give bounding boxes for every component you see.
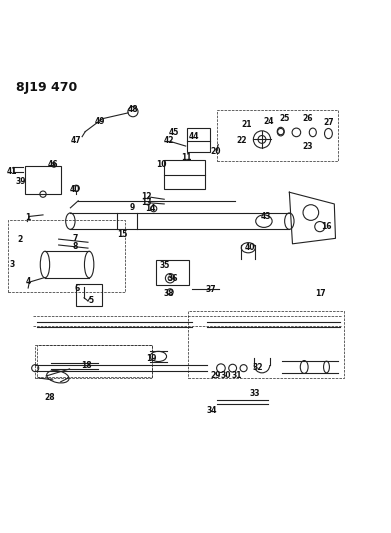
Text: 8: 8 [72, 241, 78, 251]
Text: 9: 9 [129, 204, 135, 212]
Bar [164, 160, 205, 189]
Bar [76, 284, 102, 305]
Text: 36: 36 [168, 274, 178, 282]
Text: 23: 23 [303, 142, 313, 150]
Text: 13: 13 [142, 198, 152, 207]
Text: 18: 18 [81, 360, 92, 369]
Text: 48: 48 [127, 105, 138, 114]
Text: 14: 14 [145, 204, 156, 213]
Text: 24: 24 [264, 117, 274, 126]
Bar [37, 345, 152, 377]
Text: 34: 34 [207, 406, 217, 415]
Text: 46: 46 [48, 159, 58, 168]
Bar [217, 110, 338, 161]
Text: 40: 40 [244, 243, 255, 252]
Text: 35: 35 [160, 261, 170, 270]
Bar [156, 260, 189, 285]
Text: 40: 40 [70, 184, 80, 193]
Text: 30: 30 [221, 370, 231, 379]
Text: 32: 32 [252, 363, 262, 372]
Text: 31: 31 [231, 370, 242, 379]
Text: 45: 45 [169, 128, 179, 138]
Text: 19: 19 [147, 354, 157, 363]
Text: 15: 15 [117, 230, 127, 239]
Text: 33: 33 [250, 389, 260, 398]
Text: 6: 6 [75, 284, 80, 293]
Text: 21: 21 [242, 120, 252, 130]
Text: 7: 7 [72, 234, 78, 243]
Text: 37: 37 [205, 285, 216, 294]
Text: 8J19 470: 8J19 470 [16, 81, 77, 94]
Text: 47: 47 [71, 136, 82, 145]
Bar [8, 220, 125, 292]
Text: 49: 49 [95, 117, 105, 126]
Text: 28: 28 [45, 393, 56, 402]
Text: 22: 22 [237, 136, 247, 145]
Text: 29: 29 [211, 370, 221, 379]
Bar [188, 311, 344, 378]
Bar [25, 166, 61, 194]
Text: 25: 25 [280, 114, 290, 123]
Text: 4: 4 [25, 277, 31, 286]
Text: 27: 27 [323, 118, 334, 127]
Bar [187, 128, 210, 152]
Text: 44: 44 [188, 132, 199, 141]
Text: 16: 16 [321, 222, 332, 231]
Text: 11: 11 [182, 154, 192, 163]
Text: 17: 17 [315, 288, 326, 297]
Text: 1: 1 [25, 213, 31, 222]
Text: 39: 39 [15, 177, 25, 186]
Text: 3: 3 [10, 260, 15, 269]
Text: 38: 38 [163, 288, 174, 297]
Text: 43: 43 [261, 212, 271, 221]
Text: 2: 2 [18, 236, 23, 245]
Text: 10: 10 [156, 160, 166, 169]
Text: 26: 26 [303, 114, 313, 123]
Text: 5: 5 [88, 296, 93, 305]
Text: 42: 42 [164, 136, 174, 145]
Text: 41: 41 [7, 167, 17, 176]
Bar [35, 345, 152, 378]
Text: 12: 12 [142, 192, 152, 201]
Text: 20: 20 [211, 148, 221, 157]
